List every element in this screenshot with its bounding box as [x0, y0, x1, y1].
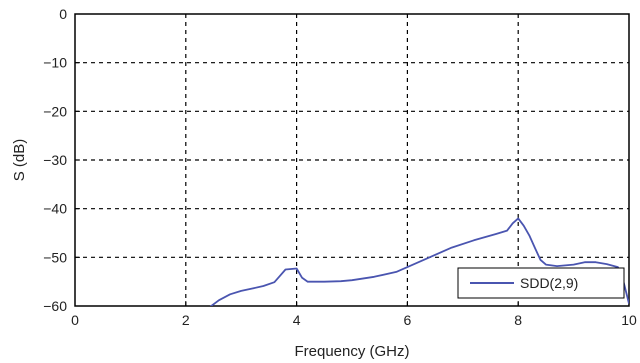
tick-labels: 0 2 4 6 8 10 0 −10 −20 −30 −40 −50 −60 — [43, 6, 637, 328]
y-tick-label-3: −30 — [43, 152, 67, 168]
y-tick-label-0: 0 — [59, 6, 67, 22]
x-tick-label-2: 4 — [293, 312, 301, 328]
y-tick-label-5: −50 — [43, 249, 67, 265]
legend-label-sdd29: SDD(2,9) — [520, 275, 578, 291]
y-tick-label-1: −10 — [43, 55, 67, 71]
grid — [75, 14, 629, 306]
x-tick-label-0: 0 — [71, 312, 79, 328]
x-tick-label-1: 2 — [182, 312, 190, 328]
legend: SDD(2,9) — [457, 267, 625, 299]
x-tick-label-5: 10 — [621, 312, 637, 328]
y-axis-label: S (dB) — [11, 139, 28, 182]
x-axis-label: Frequency (GHz) — [294, 343, 409, 360]
x-tick-label-3: 6 — [404, 312, 412, 328]
y-tick-label-4: −40 — [43, 201, 67, 217]
series-line-0 — [209, 217, 629, 306]
y-tick-label-2: −20 — [43, 103, 67, 119]
y-tick-label-6: −60 — [43, 298, 67, 314]
series-layer — [209, 217, 629, 306]
x-tick-label-4: 8 — [514, 312, 522, 328]
